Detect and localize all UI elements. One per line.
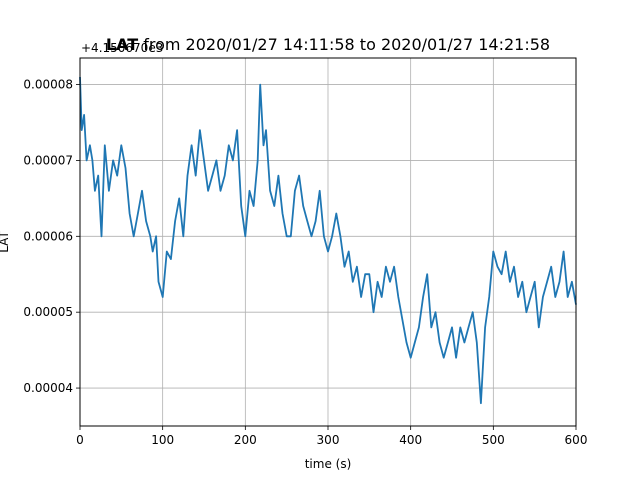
x-axis-ticks: 0 100 200 300 400 500 600	[76, 426, 587, 447]
x-tick-label: 500	[482, 433, 505, 447]
x-tick-label: 0	[76, 433, 84, 447]
y-tick-label: 0.00005	[23, 305, 73, 319]
x-tick-label: 600	[565, 433, 588, 447]
grid-lines	[79, 58, 577, 426]
x-tick-label: 100	[151, 433, 174, 447]
y-tick-label: 0.00004	[23, 381, 73, 395]
x-tick-label: 300	[317, 433, 340, 447]
y-tick-label: 0.00008	[23, 78, 73, 92]
y-axis-ticks: 0.00004 0.00005 0.00006 0.00007 0.00008	[23, 78, 80, 395]
data-series	[79, 76, 577, 405]
chart-title-rest: from 2020/01/27 14:11:58 to 2020/01/27 1…	[138, 35, 550, 54]
y-tick-label: 0.00007	[23, 153, 73, 167]
y-tick-label: 0.00006	[23, 229, 73, 243]
chart-title-bold: LAT	[106, 35, 138, 54]
x-tick-label: 400	[399, 433, 422, 447]
axis-offset-label: +4.150670e3	[81, 41, 163, 55]
chart-title: LAT from 2020/01/27 14:11:58 to 2020/01/…	[106, 35, 550, 54]
series-line	[79, 76, 577, 405]
x-axis-label: time (s)	[305, 457, 352, 471]
x-tick-label: 200	[234, 433, 257, 447]
y-axis-label: LAT	[0, 231, 11, 253]
